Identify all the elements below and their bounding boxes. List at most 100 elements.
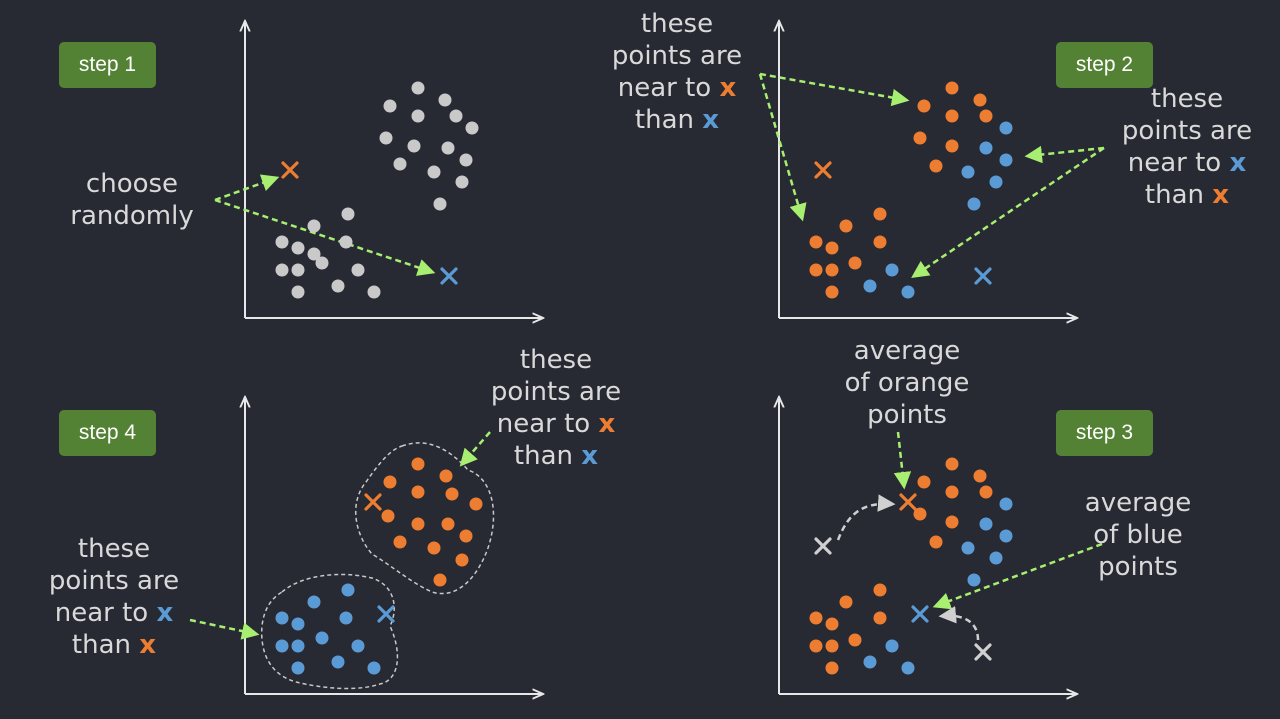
caption-line: average <box>1084 488 1192 518</box>
caption-line: average <box>853 336 961 366</box>
orange-point <box>945 515 959 529</box>
blue-point <box>331 655 345 669</box>
blue-x-marker-text: x <box>156 598 174 628</box>
blue-point <box>885 639 899 653</box>
orange-point <box>825 639 839 653</box>
orange-centroid-move-arrow <box>836 494 896 541</box>
axes-step1 <box>245 22 542 318</box>
unassigned-point <box>275 235 289 249</box>
orange-x-marker-text: x <box>719 73 737 103</box>
orange-x-marker-text: x <box>598 409 616 439</box>
blue-point <box>367 661 381 675</box>
arrow-to-top-blue <box>1024 145 1105 164</box>
unassigned-point <box>449 109 463 123</box>
orange-point <box>945 81 959 95</box>
blue-x-marker-text: x <box>581 441 599 471</box>
orange-point <box>411 485 425 499</box>
orange-point <box>441 517 455 531</box>
caption-line: of orange <box>844 368 970 398</box>
new-blue-centroid-marker <box>911 605 929 623</box>
caption-text: near to <box>617 73 712 103</box>
average-blue-caption: average of blue points <box>1066 487 1210 583</box>
blue-point <box>967 197 981 211</box>
blue-point <box>291 639 305 653</box>
orange-point <box>839 219 853 233</box>
step4-badge: step 4 <box>59 410 156 456</box>
unassigned-point <box>307 247 321 261</box>
unassigned-point <box>379 131 393 145</box>
orange-point <box>825 617 839 631</box>
orange-point <box>873 235 887 249</box>
caption-line: choose <box>85 169 179 199</box>
blue-point <box>275 639 289 653</box>
blue-point <box>999 121 1013 135</box>
axes-step2 <box>779 22 1076 318</box>
caption-line: of blue <box>1093 520 1183 550</box>
blue-point <box>961 165 975 179</box>
orange-point <box>839 595 853 609</box>
arrow-to-blue-cluster <box>189 618 260 640</box>
unassigned-point <box>315 256 329 270</box>
orange-point <box>873 611 887 625</box>
blue-point <box>291 661 305 675</box>
step4-left-caption: these points are near to x than x <box>34 533 194 661</box>
caption-line: near to x <box>34 597 194 629</box>
orange-point <box>809 263 823 277</box>
blue-point <box>901 661 915 675</box>
blue-point <box>979 517 993 531</box>
orange-point <box>917 99 931 113</box>
caption-line: than x <box>597 104 757 136</box>
orange-point <box>411 457 425 471</box>
caption-line: randomly <box>70 201 194 231</box>
orange-centroid-marker <box>281 161 299 179</box>
orange-point <box>945 109 959 123</box>
arrows <box>189 72 1105 640</box>
orange-point <box>913 131 927 145</box>
unassigned-point <box>411 81 425 95</box>
blue-centroid-marker <box>377 605 395 623</box>
blue-point <box>989 175 1003 189</box>
unassigned-point <box>341 207 355 221</box>
blue-point <box>307 595 321 609</box>
step1-badge: step 1 <box>59 42 156 88</box>
blue-point <box>967 573 981 587</box>
orange-point <box>873 207 887 221</box>
orange-point <box>439 469 453 483</box>
arrow-to-bottom-blue <box>911 146 1105 278</box>
unassigned-point <box>367 285 381 299</box>
caption-line: near to x <box>476 408 636 440</box>
orange-point <box>848 633 862 647</box>
unassigned-point <box>407 139 421 153</box>
unassigned-point <box>459 153 473 167</box>
arrow-to-orange-average <box>893 431 912 490</box>
orange-centroid-marker <box>814 161 832 179</box>
axes-step3 <box>779 398 1076 694</box>
blue-point <box>999 497 1013 511</box>
orange-point <box>825 661 839 675</box>
orange-point <box>848 256 862 270</box>
blue-x-marker-text: x <box>1229 148 1247 178</box>
orange-point <box>945 457 959 471</box>
blue-x-marker-text: x <box>702 105 720 135</box>
orange-point <box>809 611 823 625</box>
orange-x-marker-text: x <box>139 630 157 660</box>
caption-text: than <box>71 630 132 660</box>
unassigned-point <box>291 263 305 277</box>
orange-point <box>427 541 441 555</box>
caption-line: than x <box>34 629 194 661</box>
orange-point <box>809 235 823 249</box>
arrow-to-orange-x <box>214 174 280 202</box>
orange-point <box>945 485 959 499</box>
blue-point <box>863 279 877 293</box>
caption-line: near to x <box>597 72 757 104</box>
caption-line: these <box>640 9 714 39</box>
step2-top-caption: these points are near to x than x <box>597 8 757 136</box>
new-orange-centroid-marker <box>899 493 917 511</box>
centroids-layer <box>281 161 992 661</box>
choose-randomly-caption: choose randomly <box>60 168 204 232</box>
caption-text: than <box>1144 180 1205 210</box>
orange-point <box>809 639 823 653</box>
orange-point <box>459 529 473 543</box>
orange-point <box>913 507 927 521</box>
